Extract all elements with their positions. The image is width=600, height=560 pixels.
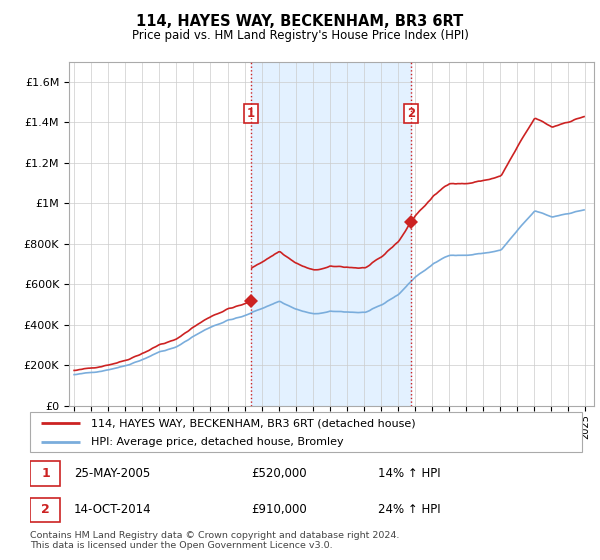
Bar [251, 62, 412, 406]
Text: 2: 2 [407, 107, 416, 120]
FancyBboxPatch shape [30, 498, 61, 522]
Text: £910,000: £910,000 [251, 503, 307, 516]
Text: Price paid vs. HM Land Registry's House Price Index (HPI): Price paid vs. HM Land Registry's House … [131, 29, 469, 42]
FancyBboxPatch shape [30, 461, 61, 486]
Text: HPI: Average price, detached house, Bromley: HPI: Average price, detached house, Brom… [91, 437, 343, 447]
Text: 1: 1 [247, 107, 255, 120]
Text: 114, HAYES WAY, BECKENHAM, BR3 6RT (detached house): 114, HAYES WAY, BECKENHAM, BR3 6RT (deta… [91, 418, 415, 428]
Text: 14% ↑ HPI: 14% ↑ HPI [378, 467, 440, 480]
Text: 24% ↑ HPI: 24% ↑ HPI [378, 503, 440, 516]
Text: 1: 1 [41, 467, 50, 480]
Text: £520,000: £520,000 [251, 467, 307, 480]
Text: Contains HM Land Registry data © Crown copyright and database right 2024.
This d: Contains HM Land Registry data © Crown c… [30, 531, 400, 550]
Text: 25-MAY-2005: 25-MAY-2005 [74, 467, 151, 480]
Text: 114, HAYES WAY, BECKENHAM, BR3 6RT: 114, HAYES WAY, BECKENHAM, BR3 6RT [136, 14, 464, 29]
Text: 14-OCT-2014: 14-OCT-2014 [74, 503, 152, 516]
Text: 2: 2 [41, 503, 50, 516]
